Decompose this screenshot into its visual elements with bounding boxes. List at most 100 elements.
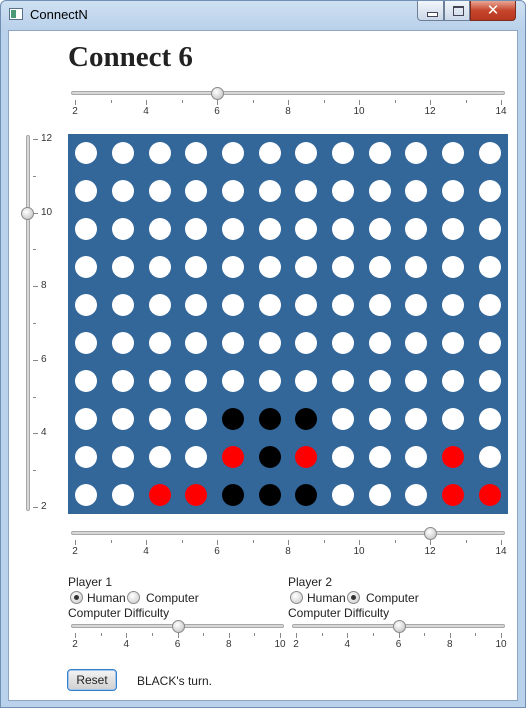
red-piece[interactable] <box>148 484 171 506</box>
empty-slot[interactable] <box>368 370 391 392</box>
empty-slot[interactable] <box>148 332 171 354</box>
empty-slot[interactable] <box>75 256 98 278</box>
empty-slot[interactable] <box>295 294 318 316</box>
empty-slot[interactable] <box>185 180 208 202</box>
empty-slot[interactable] <box>368 332 391 354</box>
empty-slot[interactable] <box>332 408 354 430</box>
empty-slot[interactable] <box>148 294 171 316</box>
empty-slot[interactable] <box>75 446 98 468</box>
empty-slot[interactable] <box>148 370 171 392</box>
red-piece[interactable] <box>295 446 318 468</box>
empty-slot[interactable] <box>478 218 501 240</box>
empty-slot[interactable] <box>258 294 281 316</box>
empty-slot[interactable] <box>185 446 208 468</box>
empty-slot[interactable] <box>405 370 428 392</box>
connect-length-slider[interactable]: 2 4 6 8 10 12 14 <box>71 87 507 117</box>
slider-thumb[interactable] <box>424 527 437 540</box>
empty-slot[interactable] <box>368 180 391 202</box>
player2-human-label[interactable]: Human <box>307 591 346 605</box>
empty-slot[interactable] <box>148 180 171 202</box>
empty-slot[interactable] <box>368 446 391 468</box>
empty-slot[interactable] <box>478 142 501 164</box>
empty-slot[interactable] <box>185 370 208 392</box>
empty-slot[interactable] <box>185 256 208 278</box>
empty-slot[interactable] <box>332 370 354 392</box>
slider-track[interactable] <box>71 91 505 95</box>
slider-thumb[interactable] <box>392 620 406 633</box>
empty-slot[interactable] <box>112 332 134 354</box>
empty-slot[interactable] <box>112 180 134 202</box>
empty-slot[interactable] <box>112 408 134 430</box>
empty-slot[interactable] <box>258 218 281 240</box>
empty-slot[interactable] <box>405 218 428 240</box>
empty-slot[interactable] <box>478 408 501 430</box>
empty-slot[interactable] <box>405 142 428 164</box>
empty-slot[interactable] <box>295 218 318 240</box>
empty-slot[interactable] <box>405 180 428 202</box>
black-piece[interactable] <box>258 408 281 430</box>
empty-slot[interactable] <box>185 142 208 164</box>
empty-slot[interactable] <box>222 218 244 240</box>
empty-slot[interactable] <box>222 294 244 316</box>
empty-slot[interactable] <box>185 408 208 430</box>
empty-slot[interactable] <box>258 256 281 278</box>
player1-difficulty-slider[interactable]: 2 4 6 8 10 <box>71 620 286 650</box>
black-piece[interactable] <box>222 484 244 506</box>
empty-slot[interactable] <box>75 484 98 506</box>
empty-slot[interactable] <box>295 332 318 354</box>
empty-slot[interactable] <box>295 370 318 392</box>
empty-slot[interactable] <box>222 332 244 354</box>
black-piece[interactable] <box>258 484 281 506</box>
empty-slot[interactable] <box>332 332 354 354</box>
empty-slot[interactable] <box>442 294 464 316</box>
slider-thumb[interactable] <box>171 620 185 633</box>
empty-slot[interactable] <box>405 446 428 468</box>
minimize-button[interactable] <box>417 1 444 21</box>
empty-slot[interactable] <box>478 256 501 278</box>
empty-slot[interactable] <box>442 370 464 392</box>
empty-slot[interactable] <box>405 332 428 354</box>
empty-slot[interactable] <box>75 370 98 392</box>
empty-slot[interactable] <box>185 294 208 316</box>
empty-slot[interactable] <box>442 180 464 202</box>
empty-slot[interactable] <box>258 180 281 202</box>
empty-slot[interactable] <box>332 256 354 278</box>
empty-slot[interactable] <box>332 446 354 468</box>
empty-slot[interactable] <box>295 142 318 164</box>
red-piece[interactable] <box>478 484 501 506</box>
red-piece[interactable] <box>222 446 244 468</box>
close-button[interactable]: ✕ <box>470 1 516 21</box>
empty-slot[interactable] <box>405 256 428 278</box>
empty-slot[interactable] <box>258 370 281 392</box>
red-piece[interactable] <box>442 446 464 468</box>
empty-slot[interactable] <box>75 180 98 202</box>
empty-slot[interactable] <box>442 256 464 278</box>
empty-slot[interactable] <box>442 142 464 164</box>
slider-track[interactable] <box>71 531 505 535</box>
empty-slot[interactable] <box>478 294 501 316</box>
empty-slot[interactable] <box>222 180 244 202</box>
player2-difficulty-slider[interactable]: 2 4 6 8 10 <box>292 620 507 650</box>
empty-slot[interactable] <box>368 142 391 164</box>
empty-slot[interactable] <box>478 370 501 392</box>
empty-slot[interactable] <box>112 446 134 468</box>
empty-slot[interactable] <box>442 332 464 354</box>
black-piece[interactable] <box>295 484 318 506</box>
empty-slot[interactable] <box>368 218 391 240</box>
empty-slot[interactable] <box>75 142 98 164</box>
empty-slot[interactable] <box>295 256 318 278</box>
empty-slot[interactable] <box>478 180 501 202</box>
empty-slot[interactable] <box>112 218 134 240</box>
player1-computer-radio[interactable] <box>127 591 140 604</box>
empty-slot[interactable] <box>112 256 134 278</box>
player2-computer-radio[interactable] <box>347 591 360 604</box>
empty-slot[interactable] <box>148 446 171 468</box>
player1-computer-label[interactable]: Computer <box>146 591 199 605</box>
reset-button[interactable]: Reset <box>67 669 117 691</box>
empty-slot[interactable] <box>185 218 208 240</box>
empty-slot[interactable] <box>148 142 171 164</box>
empty-slot[interactable] <box>222 142 244 164</box>
empty-slot[interactable] <box>185 332 208 354</box>
empty-slot[interactable] <box>368 408 391 430</box>
rows-slider[interactable]: 12 10 8 6 4 2 <box>19 133 59 512</box>
